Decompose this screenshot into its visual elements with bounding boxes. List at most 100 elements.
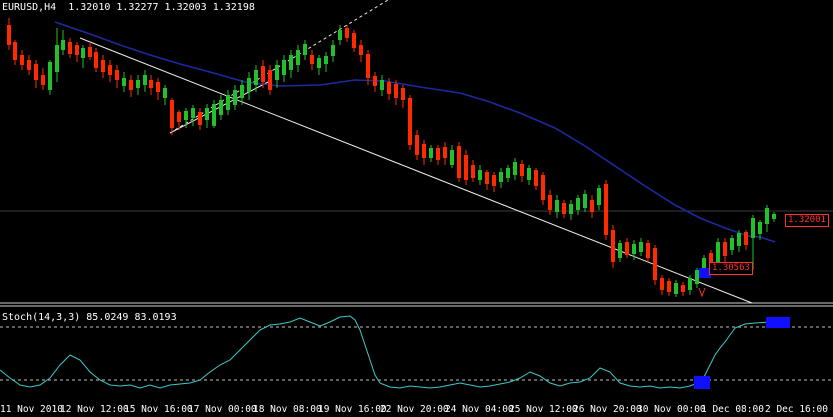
candle-body	[338, 30, 342, 40]
candle-body	[268, 70, 272, 90]
down-arrow-icon	[698, 287, 706, 298]
candle-body	[464, 155, 468, 180]
candle-body	[219, 100, 223, 115]
candle-body	[492, 175, 496, 186]
candle-body	[170, 100, 174, 128]
time-axis-label: 2 Dec 16:00	[765, 404, 828, 415]
candle-body	[296, 50, 300, 65]
candle-body	[646, 243, 650, 258]
candle-body	[143, 75, 147, 85]
candle-body	[324, 56, 328, 64]
candle-body	[27, 60, 31, 70]
candle-body	[555, 200, 559, 212]
time-axis-label: 25 Nov 12:00	[509, 404, 578, 415]
time-axis-label: 19 Nov 16:00	[318, 404, 387, 415]
candle-body	[695, 270, 699, 284]
candle-body	[373, 76, 377, 86]
candle-body	[485, 172, 489, 184]
candle-body	[184, 111, 188, 120]
candle-body	[401, 88, 405, 100]
candle-body	[289, 55, 293, 70]
candle-body	[478, 170, 482, 180]
stochastic-header: Stoch(14,3,3) 85.0249 83.0193	[2, 312, 177, 323]
candle-body	[548, 195, 552, 210]
candle-body	[247, 78, 251, 92]
candle-body	[436, 148, 440, 160]
candle-body	[541, 175, 545, 200]
candle-body	[101, 60, 105, 72]
symbol-header: EURUSD,H4 1.32010 1.32277 1.32003 1.3219…	[2, 2, 255, 13]
candle-body	[653, 248, 657, 280]
candle-body	[667, 281, 671, 292]
stoch-marker-low	[694, 376, 710, 389]
candle-body	[688, 278, 692, 290]
current-price-label: 1.32001	[785, 214, 829, 227]
candle-body	[331, 45, 335, 56]
candle-body	[88, 47, 92, 57]
candle-body	[198, 112, 202, 125]
candle-body	[709, 253, 713, 265]
time-axis-label: 11 Nov 2010	[0, 404, 63, 415]
time-axis-label: 17 Nov 00:00	[188, 404, 257, 415]
candle-body	[317, 58, 321, 68]
candle-body	[751, 218, 755, 238]
candle-body	[163, 88, 167, 98]
candle-body	[310, 55, 314, 64]
candle-body	[94, 52, 98, 68]
time-axis-label: 18 Nov 08:00	[253, 404, 322, 415]
candle-body	[387, 82, 391, 94]
candle-body	[149, 80, 153, 88]
time-axis-label: 22 Nov 20:00	[380, 404, 449, 415]
candle-body	[744, 232, 748, 245]
stochastic-main-line	[0, 315, 785, 389]
candle-body	[506, 168, 510, 178]
candle-body	[115, 70, 119, 80]
candle-body	[233, 90, 237, 105]
candle-body	[345, 28, 349, 38]
candle-body	[674, 283, 678, 294]
candle-body	[590, 200, 594, 212]
candle-body	[303, 44, 307, 55]
candle-body	[534, 170, 538, 186]
candle-body	[422, 144, 426, 158]
trendline-lower	[79, 37, 753, 304]
candle-body	[758, 222, 762, 234]
candle-body	[61, 40, 65, 50]
candle-body	[282, 60, 286, 75]
candle-body	[737, 233, 741, 246]
candle-body	[772, 214, 776, 219]
candle-body	[261, 66, 265, 82]
time-axis-label: 24 Nov 04:00	[445, 404, 514, 415]
candle-body	[632, 244, 636, 254]
candle-body	[108, 65, 112, 75]
candle-body	[275, 65, 279, 80]
candle-body	[569, 204, 573, 214]
candle-body	[583, 194, 587, 208]
time-axis-label: 30 Nov 00:00	[637, 404, 706, 415]
moving-average-line	[54, 21, 776, 243]
candle-body	[765, 208, 769, 224]
candle-body	[191, 108, 195, 118]
candle-body	[499, 172, 503, 182]
candle-body	[240, 85, 244, 98]
candle-body	[136, 80, 140, 88]
candle-body	[254, 70, 258, 85]
candle-body	[618, 243, 622, 258]
signal-marker-main	[699, 268, 711, 278]
candle-body	[205, 108, 209, 120]
candle-body	[13, 42, 17, 60]
candle-body	[415, 135, 419, 155]
candle-body	[226, 95, 230, 110]
candle-body	[366, 54, 370, 78]
time-axis: 11 Nov 2010 12 Nov 12:00 15 Nov 16:00 17 No…	[0, 403, 833, 417]
candle-body	[429, 148, 433, 158]
candle-body	[527, 168, 531, 180]
candle-body	[408, 98, 412, 145]
time-axis-label: 1 Dec 08:00	[701, 404, 764, 415]
candle-body	[129, 80, 133, 90]
candle-body	[34, 64, 38, 80]
candle-body	[443, 147, 447, 158]
candle-body	[702, 258, 706, 272]
